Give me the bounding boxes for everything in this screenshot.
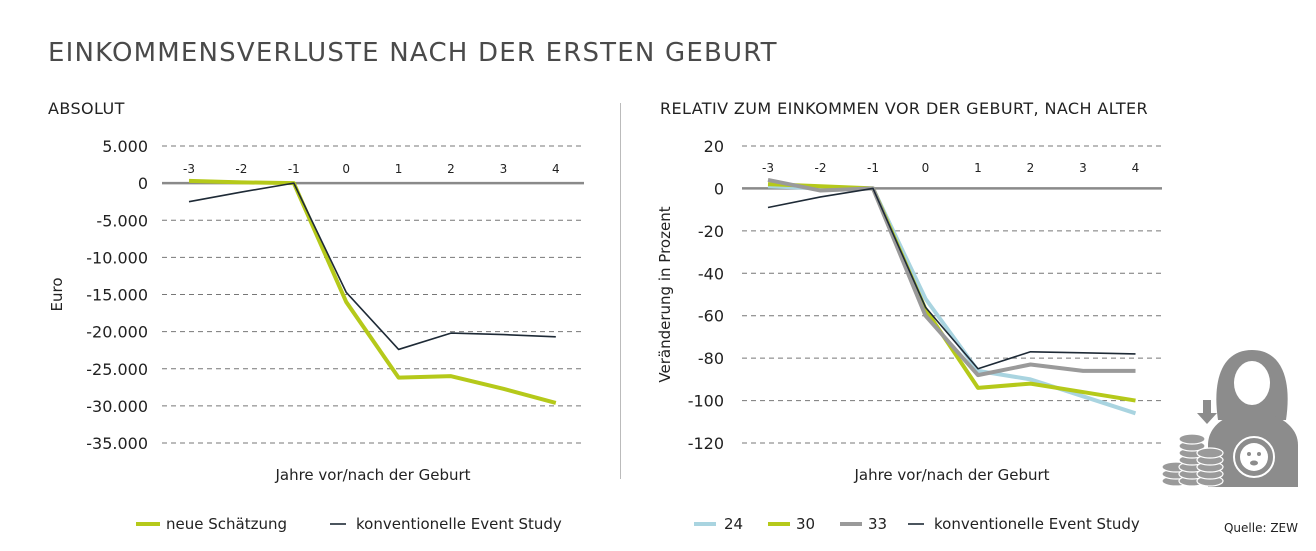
y-tick-label: -20.000 — [86, 323, 148, 342]
y-tick-label: -60 — [698, 307, 724, 326]
series-line-30 — [767, 182, 1136, 403]
y-tick-label: -5.000 — [96, 211, 148, 230]
chart-title: EINKOMMENSVERLUSTE NACH DER ERSTEN GEBUR… — [48, 38, 778, 68]
x-tick-label: 1 — [395, 162, 403, 176]
y-tick-label: -80 — [698, 349, 724, 368]
x-axis-title: Jahre vor/nach der Geburt — [853, 466, 1049, 484]
y-tick-label: -30.000 — [86, 397, 148, 416]
y-tick-label: -40 — [698, 264, 724, 283]
x-tick-label: 4 — [552, 162, 560, 176]
left-panel-title: ABSOLUT — [48, 99, 125, 118]
legend-label: neue Schätzung — [166, 515, 287, 533]
x-tick-label: 0 — [922, 161, 930, 175]
x-tick-label: 3 — [1079, 161, 1087, 175]
panel-divider — [620, 103, 621, 479]
legend-label: 24 — [724, 515, 743, 533]
legend-label: konventionelle Event Study — [356, 515, 562, 533]
chart-1: 5.000 0 -5.000 -10.000 -15.000 -20.000 -25.000… — [48, 137, 584, 533]
y-tick-label: -100 — [688, 392, 724, 411]
y-tick-label: -120 — [688, 434, 724, 453]
legend-label: konventionelle Event Study — [934, 515, 1140, 533]
y-tick-label: -15.000 — [86, 286, 148, 305]
series-line-33 — [767, 177, 1136, 378]
y-tick-label: -20 — [698, 222, 724, 241]
series-line-24 — [767, 184, 1137, 416]
series-line-neue-schätzung — [188, 178, 557, 405]
series-line-konventionelle-event-study — [188, 182, 556, 351]
y-tick-label: 20 — [704, 137, 724, 156]
x-tick-label: -1 — [288, 162, 300, 176]
x-tick-label: 3 — [500, 162, 508, 176]
y-tick-label: 5.000 — [102, 137, 148, 156]
x-tick-label: 1 — [974, 161, 982, 175]
x-tick-label: 2 — [447, 162, 455, 176]
x-tick-label: -3 — [183, 162, 195, 176]
right-panel-title: RELATIV ZUM EINKOMMEN VOR DER GEBURT, NA… — [660, 99, 1149, 118]
y-tick-label: -35.000 — [86, 434, 148, 453]
y-tick-label: -25.000 — [86, 360, 148, 379]
x-tick-label: -1 — [867, 161, 879, 175]
y-axis-title: Veränderung in Prozent — [656, 206, 674, 382]
y-tick-label: 0 — [714, 179, 724, 198]
chart-2: 20 0 -20 -40 -60 -80 -100 -120 -3 -2 -1 0 1 2 3 4 Veränd… — [656, 137, 1162, 533]
mother-with-baby-and-coins-icon — [1161, 350, 1298, 487]
y-tick-label: 0 — [138, 174, 148, 193]
x-tick-label: 2 — [1027, 161, 1035, 175]
series-line-konventionelle-event-study — [767, 187, 1136, 370]
x-tick-label: 4 — [1132, 161, 1140, 175]
y-axis-title: Euro — [48, 278, 66, 312]
x-axis-title: Jahre vor/nach der Geburt — [274, 466, 470, 484]
y-tick-label: -10.000 — [86, 248, 148, 267]
legend-label: 33 — [868, 515, 887, 533]
legend-label: 30 — [796, 515, 815, 533]
x-tick-label: -2 — [815, 161, 827, 175]
x-tick-label: -3 — [762, 161, 774, 175]
x-tick-label: 0 — [342, 162, 350, 176]
source-note: Quelle: ZEW — [1223, 521, 1298, 535]
x-tick-label: -2 — [235, 162, 247, 176]
